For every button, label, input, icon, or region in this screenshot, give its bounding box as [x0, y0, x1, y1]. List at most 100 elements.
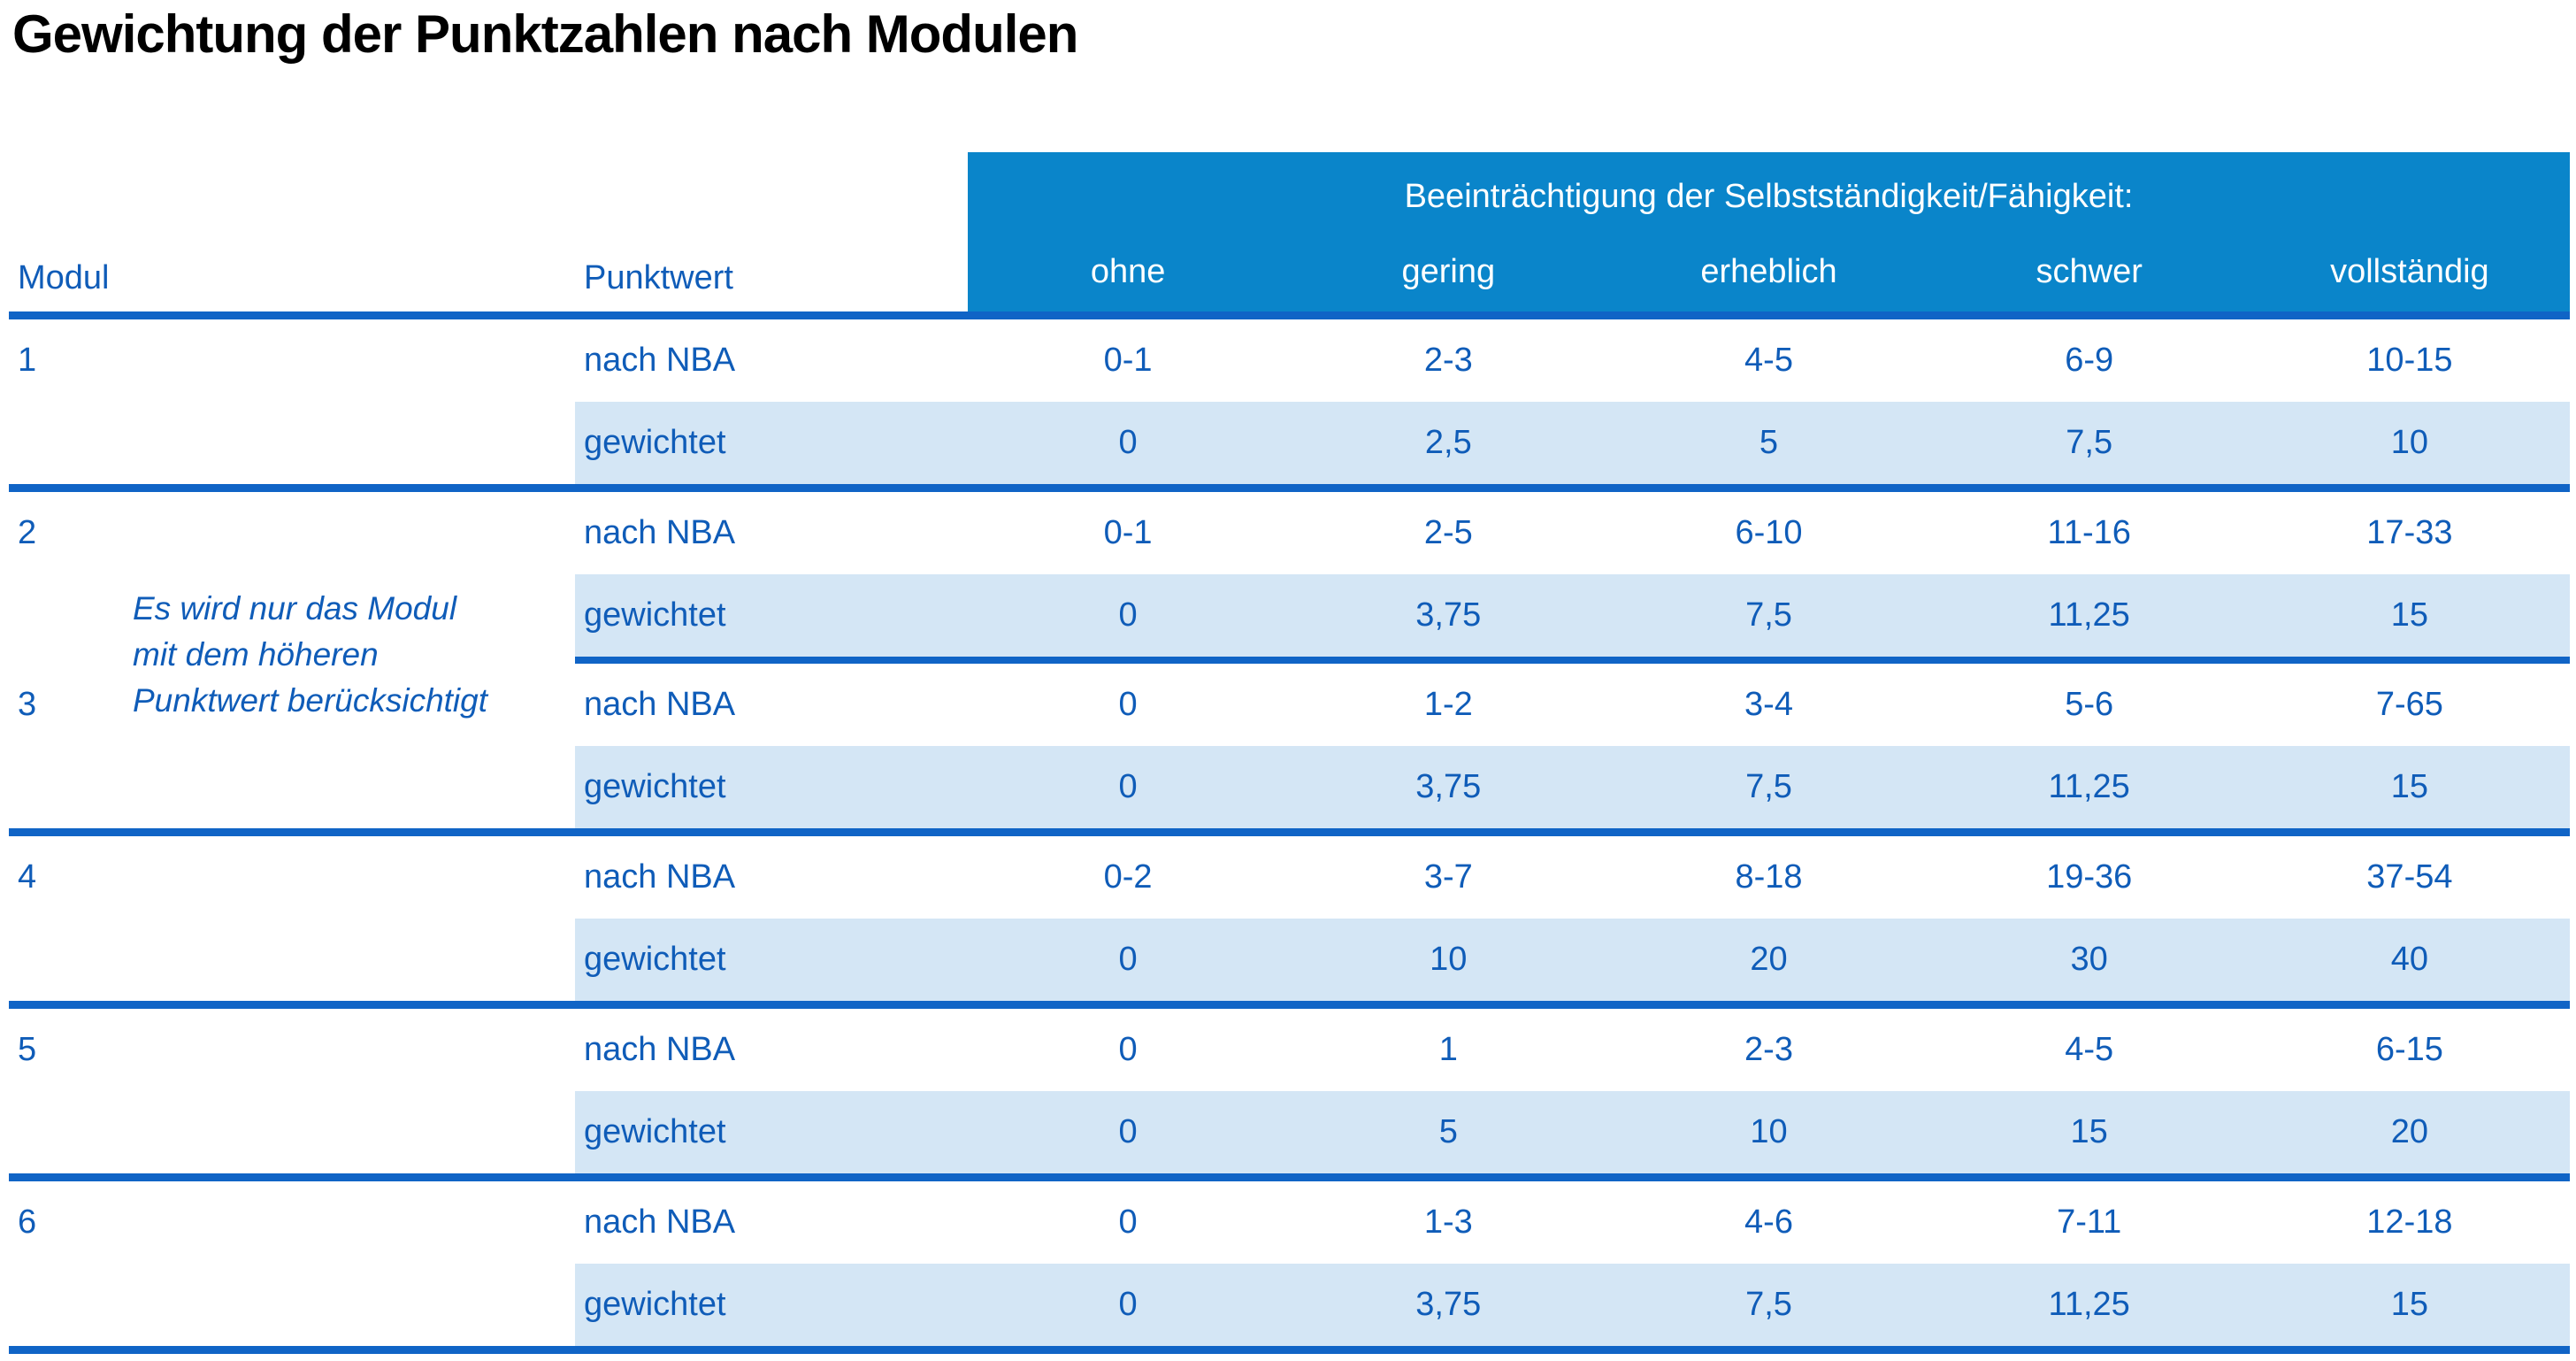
module-1-gewichtet-row: gewichtet 0 2,5 5 7,5 10 — [9, 402, 2570, 484]
score-cell: 11,25 — [1928, 1264, 2250, 1346]
row-label: gewichtet — [575, 746, 968, 828]
module-note-line: Es wird nur das Modul — [133, 590, 457, 627]
module-number: 6 — [18, 1203, 37, 1241]
score-cell: 1-3 — [1423, 1203, 1473, 1241]
module-number: 5 — [18, 1031, 37, 1068]
score-cell: 6-9 — [2065, 342, 2114, 379]
score-cell: 7,5 — [1608, 746, 1929, 828]
module-note: Es wird nur das Modul mit dem höheren Pu… — [133, 586, 487, 724]
score-cell: 10 — [2249, 402, 2570, 484]
score-cell: 7-65 — [2375, 686, 2443, 723]
score-cell: 2,5 — [1288, 402, 1609, 484]
score-cell: 3-4 — [1744, 686, 1793, 723]
module-number-spacer — [9, 919, 575, 1001]
separator-line — [9, 311, 2570, 319]
score-cell: 6-15 — [2375, 1031, 2443, 1068]
separator-line — [9, 1173, 2570, 1181]
row-label: nach NBA — [584, 1031, 736, 1068]
score-cell: 0 — [968, 919, 1289, 1001]
row-label: nach NBA — [584, 514, 736, 551]
row-label: nach NBA — [584, 342, 736, 379]
score-cell: 11,25 — [1928, 746, 2250, 828]
score-cell: 12-18 — [2366, 1203, 2453, 1241]
score-cell: 5-6 — [2065, 686, 2114, 723]
score-cell: 3,75 — [1288, 1264, 1609, 1346]
table-header: Modul Punktwert Beeinträchtigung der Sel… — [9, 152, 2570, 311]
row-label: nach NBA — [584, 686, 736, 723]
score-cell: 0 — [968, 746, 1289, 828]
score-cell: 30 — [1928, 919, 2250, 1001]
score-cell: 6-10 — [1735, 514, 1803, 551]
score-cell: 2-3 — [1423, 342, 1473, 379]
score-cell: 15 — [1928, 1091, 2250, 1173]
score-cell: 20 — [2249, 1091, 2570, 1173]
score-cell: 10 — [1288, 919, 1609, 1001]
score-cell: 11,25 — [1928, 574, 2250, 657]
separator-line — [9, 1346, 2570, 1354]
score-cell: 17-33 — [2366, 514, 2453, 551]
score-cell: 0 — [968, 1091, 1289, 1173]
row-label: gewichtet — [575, 1091, 968, 1173]
severity-col-header-schwer: schwer — [2036, 252, 2143, 290]
score-cell: 11-16 — [2047, 514, 2131, 551]
row-label: nach NBA — [584, 858, 736, 896]
score-cell: 37-54 — [2366, 858, 2453, 896]
module-number-spacer — [9, 1091, 575, 1173]
score-cell: 7,5 — [1928, 402, 2250, 484]
module-6-gewichtet-row: gewichtet 0 3,75 7,5 11,25 15 — [9, 1264, 2570, 1346]
severity-col-header-vollstaendig: vollständig — [2330, 252, 2489, 290]
severity-col-header-erheblich: erheblich — [1700, 252, 1837, 290]
module-3-nach-nba-row: 3 nach NBA 0 1-2 3-4 5-6 7-65 — [9, 664, 2570, 746]
module-number: 3 — [18, 686, 37, 723]
score-cell: 3-7 — [1423, 858, 1473, 896]
score-cell: 0 — [968, 1264, 1289, 1346]
weights-table: Modul Punktwert Beeinträchtigung der Sel… — [9, 152, 2570, 1354]
score-cell: 0 — [968, 574, 1289, 657]
score-cell: 0-2 — [1103, 858, 1153, 896]
module-4-gewichtet-row: gewichtet 0 10 20 30 40 — [9, 919, 2570, 1001]
severity-col-header-gering: gering — [1401, 252, 1496, 290]
score-cell: 15 — [2249, 574, 2570, 657]
row-label: gewichtet — [575, 1264, 968, 1346]
row-label: nach NBA — [584, 1203, 736, 1241]
score-cell: 2-3 — [1744, 1031, 1793, 1068]
row-label: gewichtet — [575, 919, 968, 1001]
severity-column-headers: ohne gering erheblich schwer vollständig — [968, 232, 2570, 311]
score-cell: 7,5 — [1608, 1264, 1929, 1346]
module-5-nach-nba-row: 5 nach NBA 0 1 2-3 4-5 6-15 — [9, 1009, 2570, 1091]
module-number: 2 — [18, 514, 37, 551]
separator-line — [9, 1001, 2570, 1009]
score-cell: 0 — [968, 402, 1289, 484]
score-cell: 5 — [1608, 402, 1929, 484]
score-cell: 0-1 — [1103, 514, 1153, 551]
page-title: Gewichtung der Punktzahlen nach Modulen — [12, 4, 1078, 64]
score-cell: 19-36 — [2046, 858, 2133, 896]
module-4-nach-nba-row: 4 nach NBA 0-2 3-7 8-18 19-36 37-54 — [9, 836, 2570, 919]
separator-line-partial — [575, 657, 2570, 664]
module-2-gewichtet-row: gewichtet 0 3,75 7,5 11,25 15 — [9, 574, 2570, 657]
score-cell: 10 — [1608, 1091, 1929, 1173]
score-cell: 7,5 — [1608, 574, 1929, 657]
score-cell: 7-11 — [2057, 1203, 2122, 1241]
score-cell: 1-2 — [1423, 686, 1473, 723]
score-cell: 40 — [2249, 919, 2570, 1001]
module-1-nach-nba-row: 1 nach NBA 0-1 2-3 4-5 6-9 10-15 — [9, 319, 2570, 402]
score-cell: 20 — [1608, 919, 1929, 1001]
score-cell: 8-18 — [1735, 858, 1803, 896]
module-number-spacer — [9, 746, 575, 828]
score-cell: 4-6 — [1744, 1203, 1793, 1241]
score-cell: 0 — [1118, 1203, 1138, 1241]
row-label: gewichtet — [575, 402, 968, 484]
score-cell: 5 — [1288, 1091, 1609, 1173]
module-note-line: Punktwert berücksichtigt — [133, 682, 488, 719]
module-number: 4 — [18, 858, 37, 896]
score-cell: 3,75 — [1288, 574, 1609, 657]
row-label: gewichtet — [575, 574, 968, 657]
score-cell: 0-1 — [1103, 342, 1153, 379]
score-cell: 0 — [1118, 686, 1138, 723]
severity-header-label: Beeinträchtigung der Selbstständigkeit/F… — [1404, 177, 2134, 215]
score-cell: 3,75 — [1288, 746, 1609, 828]
severity-col-header-ohne: ohne — [1090, 252, 1166, 290]
score-cell: 1 — [1438, 1031, 1458, 1068]
severity-header-block: Beeinträchtigung der Selbstständigkeit/F… — [968, 152, 2570, 311]
